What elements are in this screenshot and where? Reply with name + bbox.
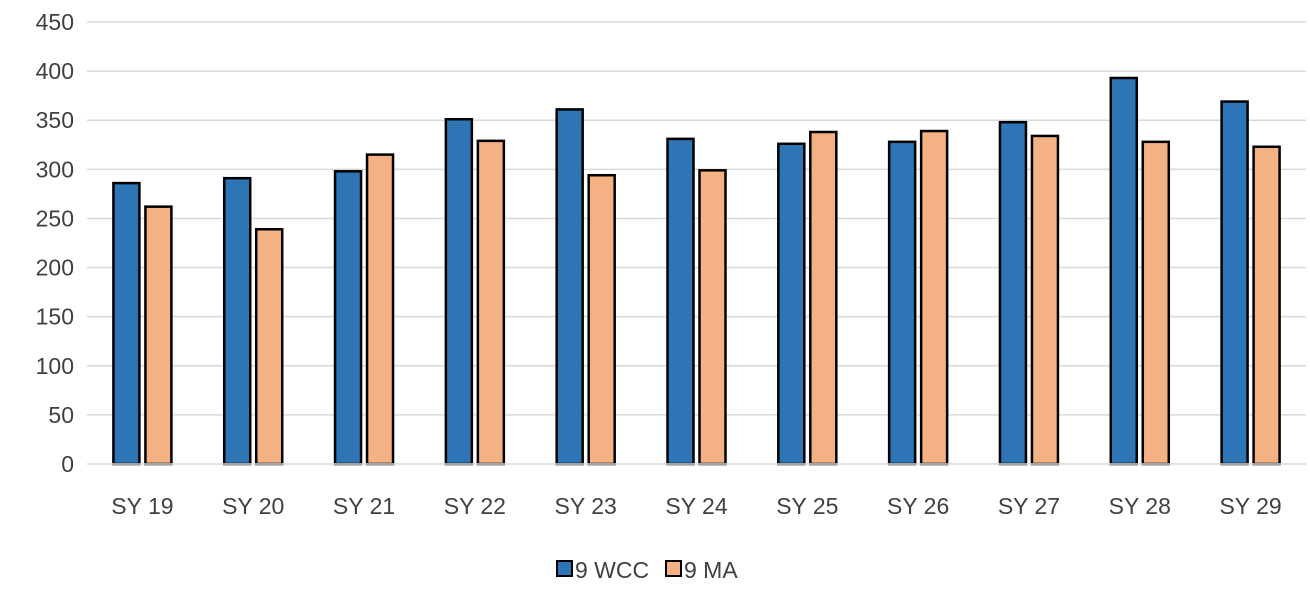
y-tick-label: 300 <box>36 156 74 182</box>
bar-9-wcc-sy-25 <box>778 144 804 464</box>
bar-9-ma-sy-28 <box>1143 142 1169 464</box>
legend-label: 9 MA <box>684 557 738 583</box>
legend-swatch <box>666 561 681 576</box>
x-category-label: SY 26 <box>887 493 949 519</box>
bar-9-wcc-sy-27 <box>1000 122 1026 464</box>
y-tick-label: 100 <box>36 353 74 379</box>
bar-9-ma-sy-19 <box>145 207 171 464</box>
bar-9-wcc-sy-29 <box>1222 102 1248 464</box>
x-category-label: SY 21 <box>333 493 395 519</box>
bar-9-wcc-sy-28 <box>1111 78 1137 464</box>
bar-9-wcc-sy-24 <box>668 139 694 464</box>
bar-9-ma-sy-25 <box>810 132 836 464</box>
bar-9-ma-sy-23 <box>589 175 615 464</box>
y-tick-label: 250 <box>36 205 74 231</box>
bar-9-wcc-sy-20 <box>224 178 250 464</box>
x-category-label: SY 24 <box>665 493 727 519</box>
bar-9-ma-sy-27 <box>1032 136 1058 464</box>
x-category-label: SY 23 <box>555 493 617 519</box>
bar-9-wcc-sy-21 <box>335 171 361 464</box>
y-tick-label: 50 <box>48 402 74 428</box>
y-tick-label: 150 <box>36 304 74 330</box>
x-category-label: SY 19 <box>111 493 173 519</box>
legend-swatch <box>557 561 572 576</box>
bar-9-ma-sy-20 <box>256 229 282 464</box>
bar-9-wcc-sy-26 <box>889 142 915 464</box>
y-axis-tick-labels: 0 50 100 150 200 250 300 350 400 450 <box>36 9 74 477</box>
bar-9-wcc-sy-19 <box>113 183 139 464</box>
bar-9-ma-sy-24 <box>700 170 726 464</box>
x-axis-category-labels: SY 19 SY 20 SY 21 SY 22 SY 23 SY 24 SY 25 SY 26… <box>111 493 1281 519</box>
bar-9-ma-sy-22 <box>478 141 504 464</box>
x-category-label: SY 27 <box>998 493 1060 519</box>
legend-label: 9 WCC <box>575 557 649 583</box>
x-category-label: SY 20 <box>222 493 284 519</box>
y-tick-label: 450 <box>36 9 74 35</box>
y-tick-label: 200 <box>36 255 74 281</box>
bar-9-ma-sy-29 <box>1254 147 1280 464</box>
x-category-label: SY 29 <box>1219 493 1281 519</box>
bar-9-wcc-sy-23 <box>557 109 583 464</box>
bar-series <box>113 78 1279 464</box>
y-tick-label: 350 <box>36 107 74 133</box>
x-category-label: SY 28 <box>1109 493 1171 519</box>
bar-9-ma-sy-21 <box>367 155 393 464</box>
x-category-label: SY 25 <box>776 493 838 519</box>
legend-item-9-ma: 9 MA <box>666 557 738 583</box>
legend-item-9-wcc: 9 WCC <box>557 557 649 583</box>
x-category-label: SY 22 <box>444 493 506 519</box>
y-tick-label: 400 <box>36 58 74 84</box>
y-tick-label: 0 <box>61 451 74 477</box>
bar-9-wcc-sy-22 <box>446 119 472 464</box>
bar-9-ma-sy-26 <box>921 131 947 464</box>
legend: 9 WCC 9 MA <box>557 557 738 583</box>
